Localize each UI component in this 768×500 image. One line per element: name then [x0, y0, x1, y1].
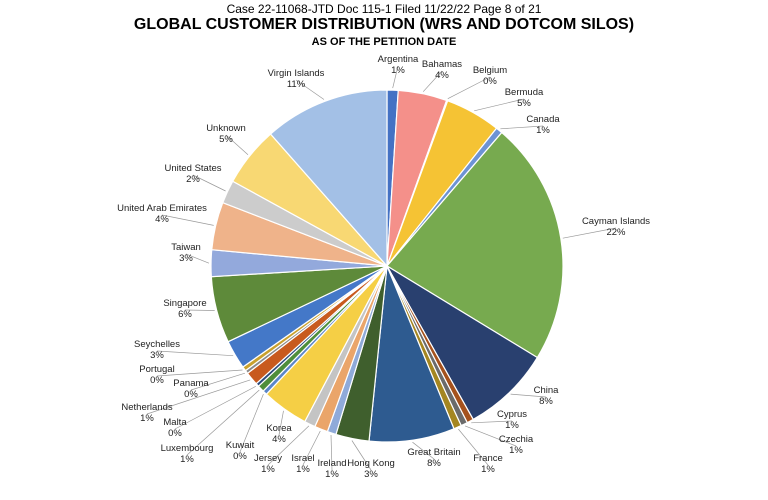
- slice-label-virgin-islands: Virgin Islands: [268, 68, 325, 79]
- slice-label-jersey: Jersey: [254, 453, 282, 464]
- slice-pct-seychelles: 3%: [150, 350, 164, 361]
- slice-label-taiwan: Taiwan: [171, 242, 201, 253]
- slice-pct-argentina: 1%: [391, 65, 405, 76]
- chart-subtitle: AS OF THE PETITION DATE: [311, 36, 457, 48]
- leader-line-canada: [500, 125, 544, 130]
- slice-pct-malta: 0%: [168, 428, 182, 439]
- slice-pct-panama: 0%: [184, 389, 198, 400]
- slice-label-ireland: Ireland: [317, 458, 346, 469]
- pie-slice-virgin-islands: [269, 89, 388, 268]
- slice-label-korea: Korea: [266, 423, 292, 434]
- leader-line-united-arab-emirates: [161, 214, 214, 226]
- slice-pct-luxembourg: 1%: [180, 454, 194, 465]
- slice-pct-cayman-islands: 22%: [606, 227, 626, 238]
- slice-label-bahamas: Bahamas: [422, 59, 462, 70]
- slice-pct-cyprus: 1%: [505, 420, 519, 431]
- slice-pct-jersey: 1%: [261, 464, 275, 475]
- slice-label-seychelles: Seychelles: [134, 339, 180, 350]
- slice-label-united-states: United States: [164, 163, 221, 174]
- leader-line-israel: [302, 430, 321, 466]
- slice-label-france: France: [473, 453, 503, 464]
- slice-label-china: China: [534, 385, 560, 396]
- leader-line-bahamas: [422, 70, 443, 92]
- leader-line-china: [510, 393, 547, 398]
- case-header-line: Case 22-11068-JTD Doc 115-1 Filed 11/22/…: [226, 2, 542, 16]
- leader-line-luxembourg: [186, 389, 260, 456]
- leader-line-malta: [174, 385, 256, 430]
- leader-line-jersey: [267, 425, 310, 466]
- slice-pct-hong-kong: 3%: [364, 469, 378, 480]
- leader-line-virgin-islands: [295, 79, 325, 100]
- slice-pct-portugal: 0%: [150, 375, 164, 386]
- leader-line-france: [458, 428, 489, 466]
- slice-pct-netherlands: 1%: [140, 413, 154, 424]
- slice-label-great-britain: Great Britain: [407, 447, 460, 458]
- leader-line-seychelles: [156, 350, 234, 357]
- slice-pct-kuwait: 0%: [233, 451, 247, 462]
- slice-label-israel: Israel: [291, 453, 314, 464]
- slice-pct-czechia: 1%: [509, 445, 523, 456]
- pie-slice-cayman-islands: [386, 131, 564, 359]
- slice-pct-france: 1%: [481, 464, 495, 475]
- slice-pct-korea: 4%: [272, 434, 286, 445]
- leader-line-singapore: [184, 309, 215, 311]
- slice-label-canada: Canada: [526, 114, 560, 125]
- leader-line-netherlands: [146, 379, 251, 415]
- leader-line-cayman-islands: [562, 227, 617, 239]
- slice-label-portugal: Portugal: [139, 364, 174, 375]
- slice-label-cayman-islands: Cayman Islands: [582, 216, 650, 227]
- slice-label-hong-kong: Hong Kong: [347, 458, 395, 469]
- slice-pct-china: 8%: [539, 396, 553, 407]
- leader-line-czechia: [464, 425, 517, 447]
- slice-label-czechia: Czechia: [499, 434, 534, 445]
- slice-label-belgium: Belgium: [473, 65, 507, 76]
- leader-line-ireland: [330, 434, 333, 471]
- slice-label-unknown: Unknown: [206, 123, 246, 134]
- slice-pct-united-states: 2%: [186, 174, 200, 185]
- leader-line-portugal: [156, 369, 243, 377]
- slice-label-argentina: Argentina: [378, 54, 419, 65]
- leader-line-unknown: [225, 134, 249, 156]
- leader-line-bermuda: [474, 98, 525, 112]
- slice-label-luxembourg: Luxembourg: [161, 443, 214, 454]
- slice-label-singapore: Singapore: [163, 298, 206, 309]
- chart-title: GLOBAL CUSTOMER DISTRIBUTION (WRS AND DO…: [133, 16, 635, 33]
- leader-line-united-states: [192, 174, 226, 192]
- slice-pct-israel: 1%: [296, 464, 310, 475]
- slice-label-netherlands: Netherlands: [121, 402, 172, 413]
- slice-pct-great-britain: 8%: [427, 458, 441, 469]
- pie-slice-china: [385, 264, 539, 421]
- leader-line-argentina: [392, 65, 399, 89]
- slice-label-kuwait: Kuwait: [226, 440, 255, 451]
- slice-pct-belgium: 0%: [483, 76, 497, 87]
- slice-pct-bahamas: 4%: [435, 70, 449, 81]
- leader-line-hong-kong: [351, 440, 372, 471]
- leader-line-panama: [190, 372, 246, 391]
- slice-label-bermuda: Bermuda: [505, 87, 544, 98]
- slice-pct-virgin-islands: 11%: [287, 79, 306, 90]
- slice-label-cyprus: Cyprus: [497, 409, 527, 420]
- slice-label-panama: Panama: [173, 378, 209, 389]
- slice-label-malta: Malta: [163, 417, 187, 428]
- slice-label-united-arab-emirates: United Arab Emirates: [117, 203, 207, 214]
- slice-pct-unknown: 5%: [219, 134, 233, 145]
- leader-line-belgium: [447, 76, 491, 100]
- leader-line-kuwait: [239, 393, 264, 453]
- slice-pct-taiwan: 3%: [179, 253, 193, 264]
- leader-line-korea: [278, 410, 284, 436]
- slice-pct-united-arab-emirates: 4%: [155, 214, 169, 225]
- leader-line-cyprus: [471, 420, 513, 424]
- leader-line-great-britain: [412, 441, 435, 460]
- leader-line-taiwan: [185, 253, 210, 264]
- slice-pct-singapore: 6%: [178, 309, 192, 320]
- slice-pct-ireland: 1%: [325, 469, 339, 480]
- slice-pct-bermuda: 5%: [517, 98, 531, 109]
- slice-pct-canada: 1%: [536, 125, 550, 136]
